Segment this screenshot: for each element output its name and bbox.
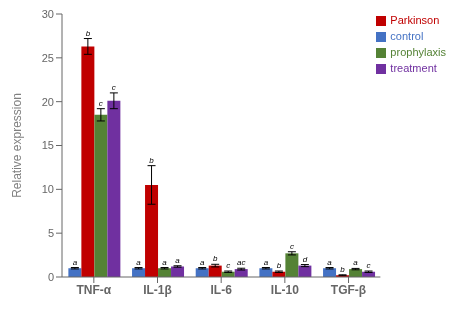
svg-text:10: 10: [42, 183, 54, 195]
svg-text:b: b: [340, 265, 345, 274]
svg-text:5: 5: [48, 227, 54, 239]
svg-text:a: a: [264, 258, 269, 267]
svg-text:c: c: [226, 261, 230, 270]
svg-text:15: 15: [42, 139, 54, 151]
svg-text:TNF-α: TNF-α: [76, 283, 111, 297]
svg-text:a: a: [73, 258, 78, 267]
svg-text:a: a: [162, 258, 167, 267]
svg-text:TGF-β: TGF-β: [331, 283, 366, 297]
svg-text:b: b: [86, 29, 91, 38]
svg-text:a: a: [175, 256, 180, 265]
svg-text:IL-10: IL-10: [271, 283, 299, 297]
html-text:Parkinson: Parkinson: [390, 14, 440, 26]
svg-text:a: a: [136, 258, 141, 267]
svg-text:a: a: [200, 258, 205, 267]
html-text:control: control: [390, 30, 424, 42]
svg-text:d: d: [303, 255, 308, 264]
html-text:prophylaxis: prophylaxis: [390, 46, 446, 58]
svg-text:b: b: [149, 156, 154, 165]
svg-text:20: 20: [42, 96, 54, 108]
svg-text:Relative expression: Relative expression: [10, 93, 24, 198]
svg-text:ac: ac: [237, 258, 245, 267]
svg-text:b: b: [277, 261, 282, 270]
svg-text:c: c: [99, 99, 103, 108]
svg-text:0: 0: [48, 271, 54, 283]
svg-text:25: 25: [42, 52, 54, 64]
svg-text:c: c: [367, 261, 371, 270]
svg-text:c: c: [112, 83, 116, 92]
svg-text:a: a: [327, 258, 332, 267]
html-text:treatment: treatment: [390, 62, 437, 74]
svg-text:c: c: [290, 242, 294, 251]
svg-text:b: b: [213, 254, 218, 263]
svg-text:IL-1β: IL-1β: [143, 283, 172, 297]
svg-text:a: a: [353, 258, 358, 267]
svg-text:30: 30: [42, 8, 54, 20]
svg-text:IL-6: IL-6: [211, 283, 233, 297]
